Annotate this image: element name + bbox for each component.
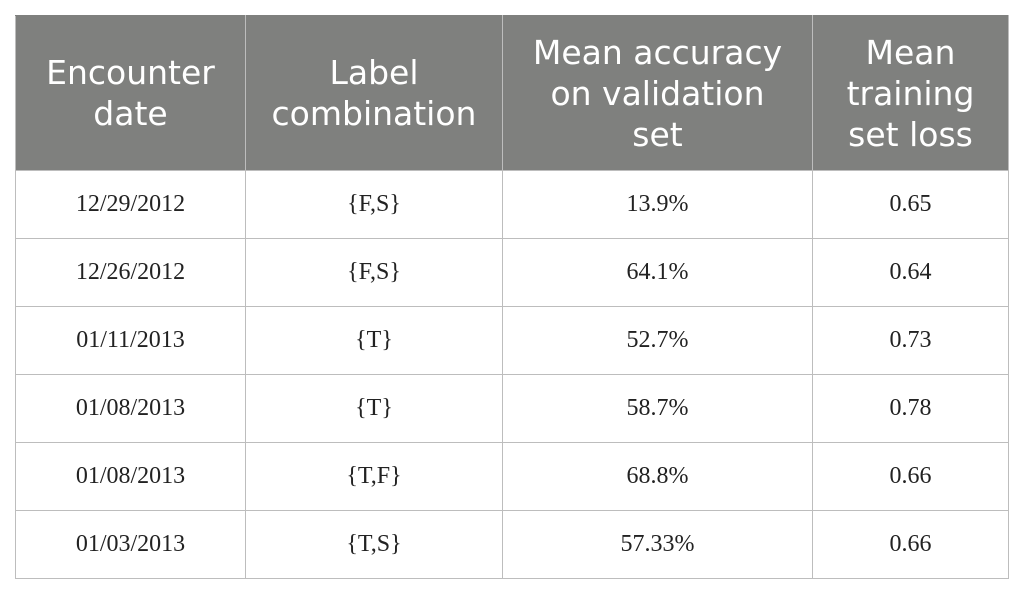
header-label-combination: Label combination xyxy=(245,15,503,171)
header-line: Label xyxy=(329,53,419,92)
header-line: combination xyxy=(271,94,477,133)
table-header: Encounter date Label combination Mean ac… xyxy=(15,15,1009,171)
table-row: 01/03/2013 {T,S} 57.33% 0.66 xyxy=(15,510,1009,579)
table-row: 01/08/2013 {T,F} 68.8% 0.66 xyxy=(15,442,1009,511)
cell-mean-training-loss: 0.78 xyxy=(812,374,1009,443)
cell-mean-training-loss: 0.65 xyxy=(812,170,1009,239)
cell-encounter-date: 01/11/2013 xyxy=(15,306,246,375)
header-line: date xyxy=(93,94,168,133)
header-line: on validation xyxy=(550,73,765,113)
table-row: 12/29/2012 {F,S} 13.9% 0.65 xyxy=(15,170,1009,239)
header-mean-training-loss: Mean training set loss xyxy=(812,15,1009,171)
header-line: Encounter xyxy=(46,53,215,92)
header-encounter-date: Encounter date xyxy=(15,15,246,171)
header-line: Mean xyxy=(865,32,956,72)
table-body: 12/29/2012 {F,S} 13.9% 0.65 12/26/2012 {… xyxy=(15,170,1009,579)
cell-label-combination: {T} xyxy=(245,306,503,375)
cell-encounter-date: 01/03/2013 xyxy=(15,510,246,579)
header-line: Mean accuracy xyxy=(532,32,783,72)
cell-encounter-date: 12/29/2012 xyxy=(15,170,246,239)
header-line: set loss xyxy=(848,114,973,154)
results-table-container: Encounter date Label combination Mean ac… xyxy=(15,15,1009,579)
cell-encounter-date: 12/26/2012 xyxy=(15,238,246,307)
cell-mean-accuracy: 13.9% xyxy=(502,170,813,239)
cell-mean-training-loss: 0.73 xyxy=(812,306,1009,375)
table-row: 01/08/2013 {T} 58.7% 0.78 xyxy=(15,374,1009,443)
cell-mean-accuracy: 57.33% xyxy=(502,510,813,579)
cell-label-combination: {F,S} xyxy=(245,238,503,307)
cell-mean-accuracy: 68.8% xyxy=(502,442,813,511)
cell-mean-accuracy: 52.7% xyxy=(502,306,813,375)
cell-mean-training-loss: 0.66 xyxy=(812,442,1009,511)
cell-encounter-date: 01/08/2013 xyxy=(15,374,246,443)
cell-mean-training-loss: 0.64 xyxy=(812,238,1009,307)
cell-label-combination: {T,S} xyxy=(245,510,503,579)
cell-mean-accuracy: 64.1% xyxy=(502,238,813,307)
cell-mean-accuracy: 58.7% xyxy=(502,374,813,443)
header-row: Encounter date Label combination Mean ac… xyxy=(15,15,1009,171)
cell-label-combination: {T,F} xyxy=(245,442,503,511)
cell-encounter-date: 01/08/2013 xyxy=(15,442,246,511)
cell-label-combination: {F,S} xyxy=(245,170,503,239)
header-line: training xyxy=(846,73,975,113)
cell-label-combination: {T} xyxy=(245,374,503,443)
header-mean-accuracy: Mean accuracy on validation set xyxy=(502,15,813,171)
cell-mean-training-loss: 0.66 xyxy=(812,510,1009,579)
table-row: 01/11/2013 {T} 52.7% 0.73 xyxy=(15,306,1009,375)
table-row: 12/26/2012 {F,S} 64.1% 0.64 xyxy=(15,238,1009,307)
results-table: Encounter date Label combination Mean ac… xyxy=(15,15,1009,579)
header-line: set xyxy=(632,114,683,154)
